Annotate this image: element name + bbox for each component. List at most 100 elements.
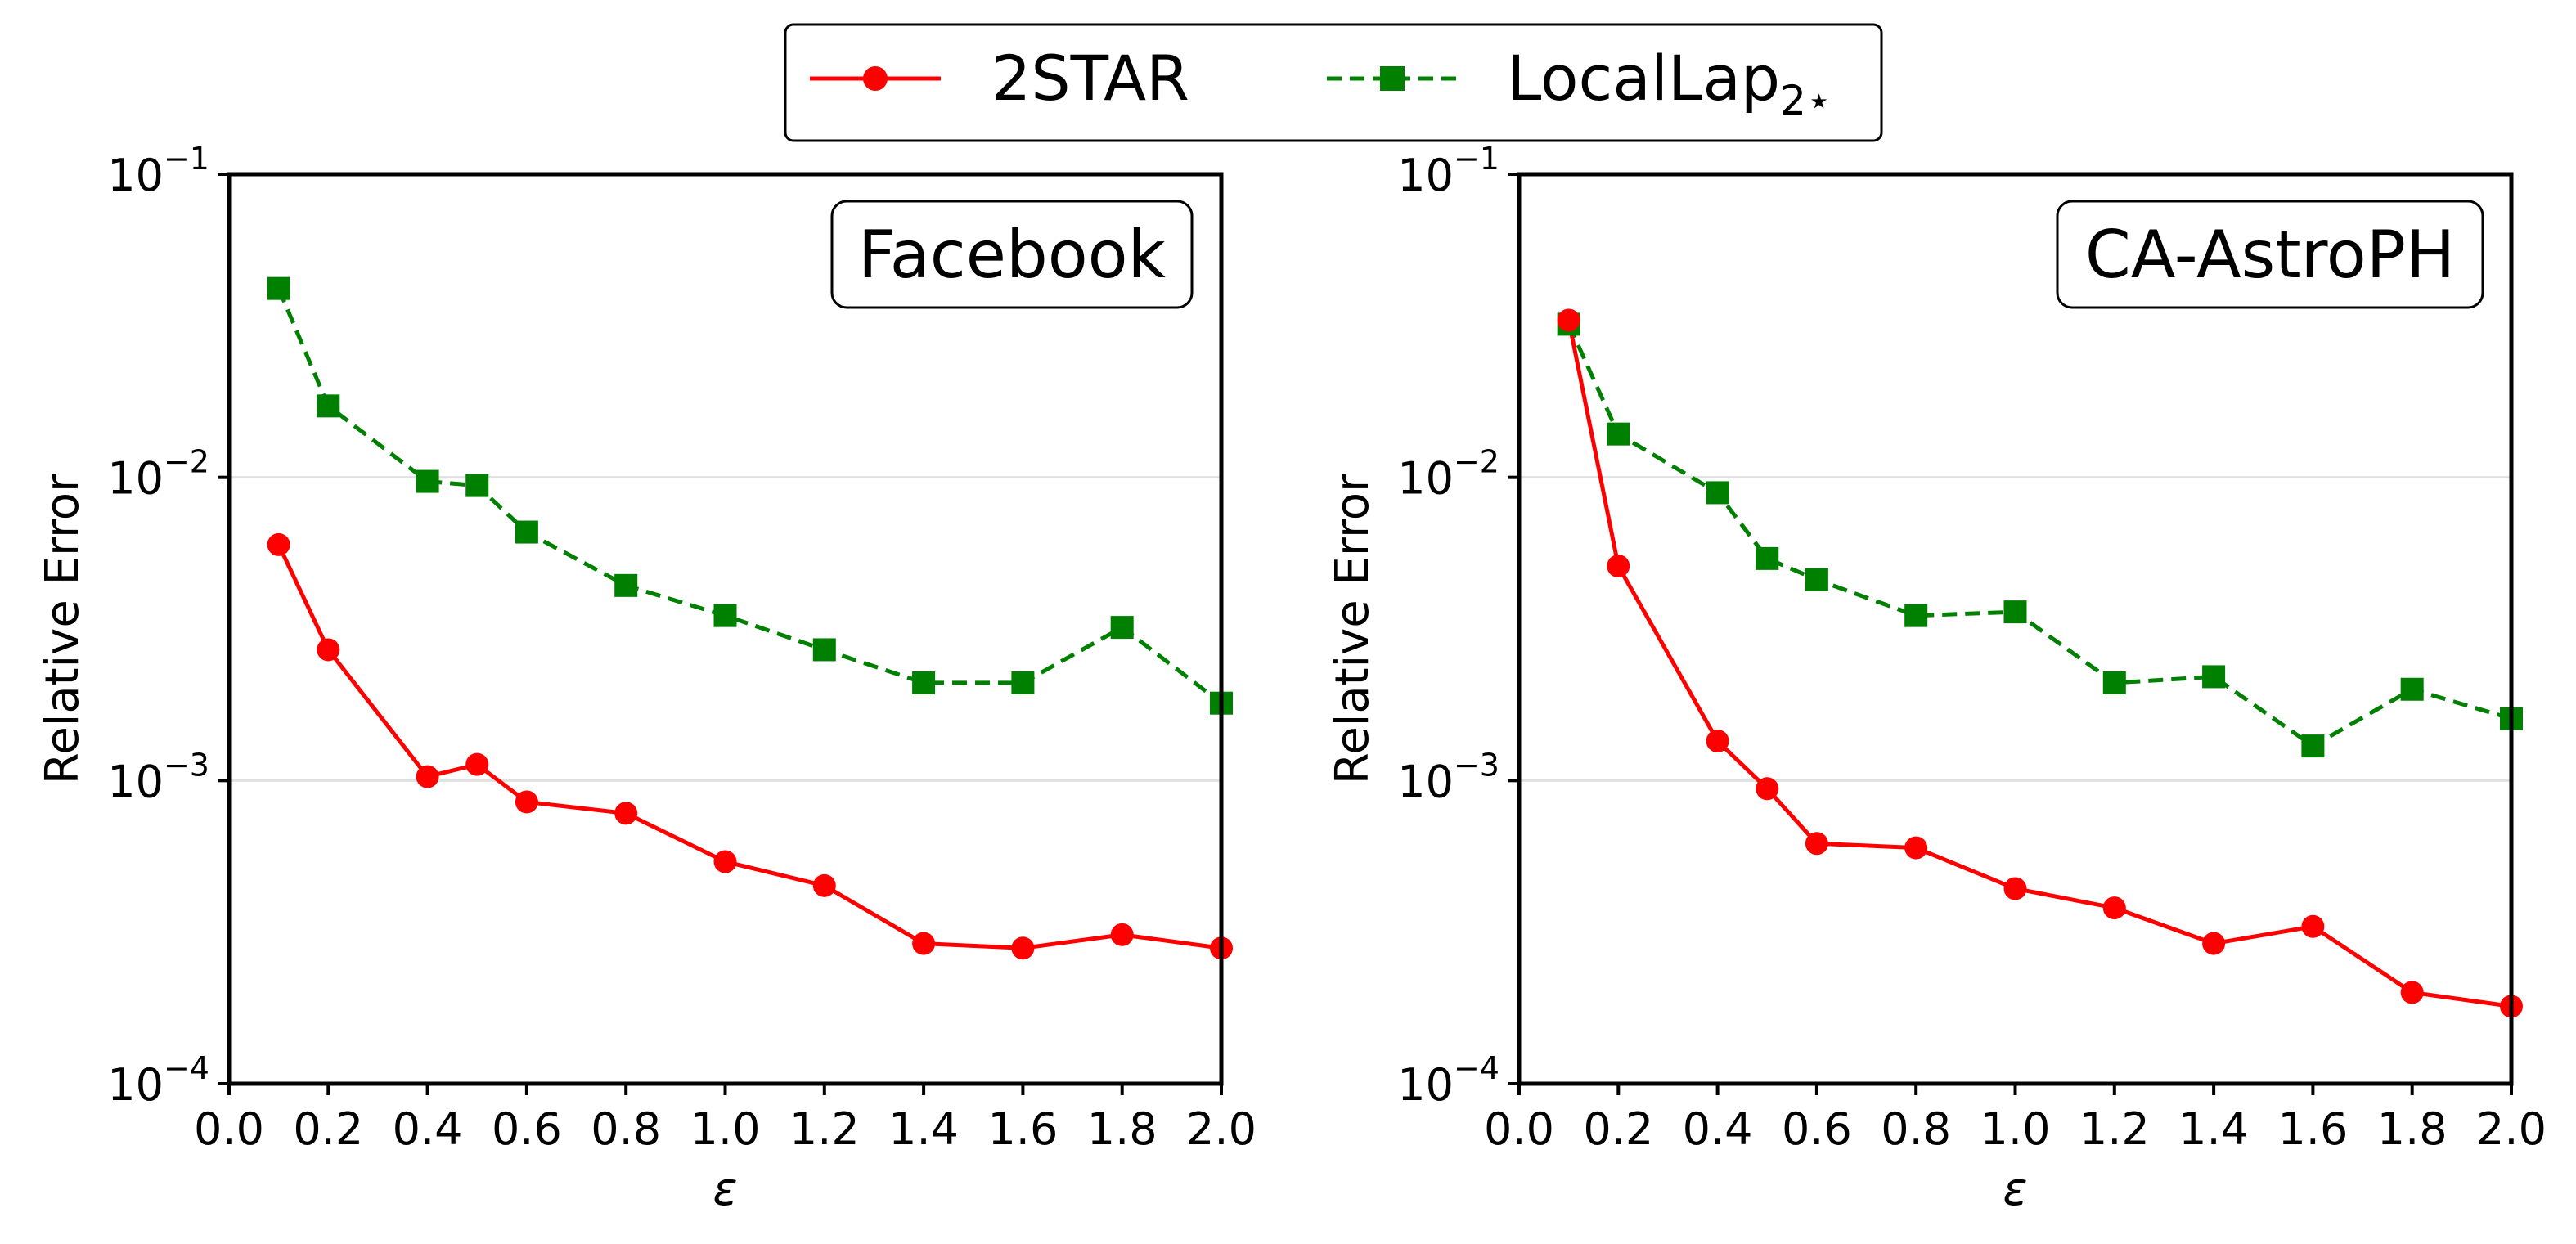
y-tick-label: 10−4 <box>1397 1050 1499 1111</box>
series-markers <box>267 276 1233 960</box>
data-point-locallap2 <box>515 520 538 544</box>
y-tick-label: 10−1 <box>107 141 209 201</box>
legend-label-locallap-sub: 2⋆ <box>1780 77 1832 124</box>
data-point-locallap2 <box>1706 481 1729 505</box>
data-point-locallap2 <box>2301 734 2325 758</box>
data-point-2star <box>2003 877 2027 900</box>
data-point-locallap2 <box>1904 604 1928 627</box>
y-tick-label: 10−3 <box>107 747 209 807</box>
data-point-2star <box>614 802 638 825</box>
data-point-locallap2 <box>2003 600 2027 624</box>
data-point-2star <box>713 850 737 873</box>
panel-ca-astroph: 0.0 0.2 0.4 0.6 0.8 1.0 1.2 1.4 1.6 1.8 2.0 10−1 10… <box>1326 141 2547 1216</box>
data-point-locallap2 <box>416 469 439 493</box>
x-tick-label: 0.4 <box>1683 1103 1753 1155</box>
x-tick-label: 0.0 <box>1484 1103 1554 1155</box>
data-point-locallap2 <box>1011 671 1035 694</box>
data-point-2star <box>465 752 489 776</box>
data-point-locallap2 <box>1607 422 1630 446</box>
y-axis-label: Relative Error <box>36 473 89 784</box>
title-box <box>830 200 1194 309</box>
x-tick-label: 0.2 <box>1583 1103 1653 1155</box>
legend-label-locallap: LocalLap2⋆ <box>1507 42 1832 124</box>
y-tick-label: 10−2 <box>107 444 209 505</box>
data-point-2star <box>912 932 936 955</box>
x-tick-label: 1.2 <box>789 1103 860 1155</box>
y-tick-label: 10−4 <box>107 1050 209 1111</box>
data-point-locallap2 <box>1756 546 1779 570</box>
data-point-locallap2 <box>614 573 638 597</box>
data-point-2star <box>2400 981 2424 1004</box>
x-tick-label: 1.6 <box>987 1103 1058 1155</box>
x-axis-label: ε <box>713 1163 737 1216</box>
panel-title: CA-AstroPH <box>2085 217 2455 293</box>
data-point-2star <box>267 532 290 556</box>
data-point-locallap2 <box>317 394 340 418</box>
series-line-2star <box>276 543 1222 950</box>
legend-label-2star: 2STAR <box>991 42 1189 115</box>
series-line-locallap2 <box>1567 323 2512 749</box>
y-tick-label: 10−1 <box>1397 141 1499 201</box>
x-tick-label: 2.0 <box>2476 1103 2547 1155</box>
data-point-locallap2 <box>1805 568 1828 591</box>
data-point-2star <box>1756 777 1779 801</box>
data-point-2star <box>1110 923 1134 946</box>
data-point-2star <box>1706 730 1729 753</box>
series-line-2star <box>1567 319 2512 1008</box>
x-tick-label: 0.6 <box>1782 1103 1852 1155</box>
data-point-locallap2 <box>267 276 290 300</box>
x-tick-label: 1.0 <box>1980 1103 2051 1155</box>
data-point-locallap2 <box>713 604 737 627</box>
series-lines <box>276 287 1223 950</box>
y-axis-label: Relative Error <box>1326 473 1379 784</box>
y-ticks: 10−1 10−2 10−3 10−4 <box>1397 141 1519 1111</box>
data-point-locallap2 <box>2400 677 2424 701</box>
data-point-2star <box>2202 932 2226 955</box>
data-point-2star <box>515 790 538 814</box>
data-point-locallap2 <box>2102 671 2126 694</box>
y-tick-label: 10−3 <box>1397 747 1499 807</box>
panel-facebook: 0.0 0.2 0.4 0.6 0.8 1.0 1.2 1.4 1.6 1.8 2.0 10−110… <box>36 141 1257 1216</box>
gridlines <box>229 476 1221 782</box>
legend-marker-locallap <box>1380 66 1405 91</box>
legend: 2STAR LocalLap2⋆ <box>784 23 1883 142</box>
x-tick-label: 1.8 <box>2377 1103 2448 1155</box>
series-markers <box>1557 308 2523 1018</box>
x-tick-label: 0.8 <box>1881 1103 1951 1155</box>
legend-frame <box>784 23 1883 142</box>
x-tick-label: 1.4 <box>888 1103 959 1155</box>
plot-frame <box>227 172 1224 1086</box>
gridlines <box>1519 476 2511 782</box>
title-box <box>2056 200 2484 309</box>
x-ticks: 0.0 0.2 0.4 0.6 0.8 1.0 1.2 1.4 1.6 1.8 2.0 <box>194 1084 1257 1155</box>
panel-title: Facebook <box>858 217 1167 293</box>
x-tick-label: 0.6 <box>492 1103 562 1155</box>
series-lines <box>1567 319 2512 1008</box>
x-tick-label: 0.2 <box>293 1103 363 1155</box>
y-ticks: 10−1 10−2 10−3 10−4 <box>107 141 229 1111</box>
x-tick-label: 0.8 <box>591 1103 661 1155</box>
data-point-locallap2 <box>1110 616 1134 640</box>
x-tick-label: 0.0 <box>194 1103 264 1155</box>
data-point-locallap2 <box>912 671 936 694</box>
data-point-locallap2 <box>465 474 489 497</box>
data-point-2star <box>1607 555 1630 578</box>
data-point-2star <box>812 873 836 897</box>
x-tick-label: 2.0 <box>1186 1103 1257 1155</box>
x-axis-label: ε <box>2003 1163 2027 1216</box>
x-tick-label: 1.0 <box>690 1103 761 1155</box>
x-tick-label: 1.2 <box>2079 1103 2150 1155</box>
data-point-locallap2 <box>812 638 836 662</box>
data-point-locallap2 <box>2202 665 2226 689</box>
data-point-2star <box>317 638 340 662</box>
x-ticks: 0.0 0.2 0.4 0.6 0.8 1.0 1.2 1.4 1.6 1.8 2.0 <box>1484 1084 2547 1155</box>
data-point-2star <box>2301 914 2325 938</box>
x-tick-label: 1.8 <box>1087 1103 1158 1155</box>
data-point-2star <box>1557 308 1580 332</box>
x-tick-label: 1.4 <box>2178 1103 2249 1155</box>
legend-marker-2star <box>863 66 888 91</box>
data-point-2star <box>416 765 439 788</box>
x-tick-label: 0.4 <box>393 1103 463 1155</box>
x-tick-label: 1.6 <box>2277 1103 2348 1155</box>
